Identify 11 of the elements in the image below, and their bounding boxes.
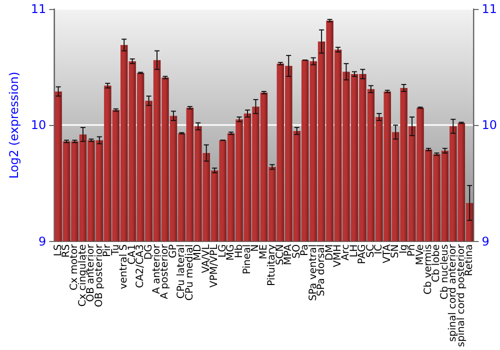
x-tick-label: Pituitary [266,244,278,286]
y-tick-label: 9 [38,234,46,248]
y-tick-label: 10 [30,118,46,132]
x-tick-label: Retina [464,244,476,276]
y2-tick-label: 11 [482,2,498,16]
y-axis-title: Log2 (expression) [7,72,21,179]
y-tick-label: 11 [30,2,46,16]
y2-tick-label: 10 [482,118,498,132]
x-tick-label: OB posterior [94,243,105,308]
x-tick-label: ME [258,244,270,260]
y2-tick-label: 9 [482,234,490,248]
